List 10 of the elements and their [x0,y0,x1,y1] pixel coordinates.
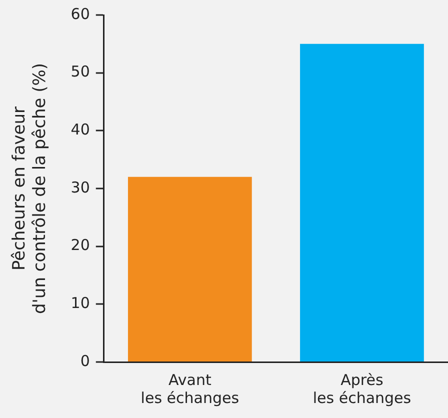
y-tick-label: 20 [70,236,90,254]
y-tick-label: 40 [70,120,90,139]
y-tick-label: 0 [80,352,90,370]
y-tick-label: 60 [70,4,90,23]
y-tick-label: 30 [70,178,90,196]
y-tick-label: 50 [70,62,90,81]
x-tick-label: Après les échanges [312,370,412,407]
y-tick-label: 10 [70,294,90,312]
y-axis-title: Pêcheurs en faveur d'un contrôle de la pêche (%) [10,62,50,314]
x-tick-label: Avant les échanges [140,370,240,407]
